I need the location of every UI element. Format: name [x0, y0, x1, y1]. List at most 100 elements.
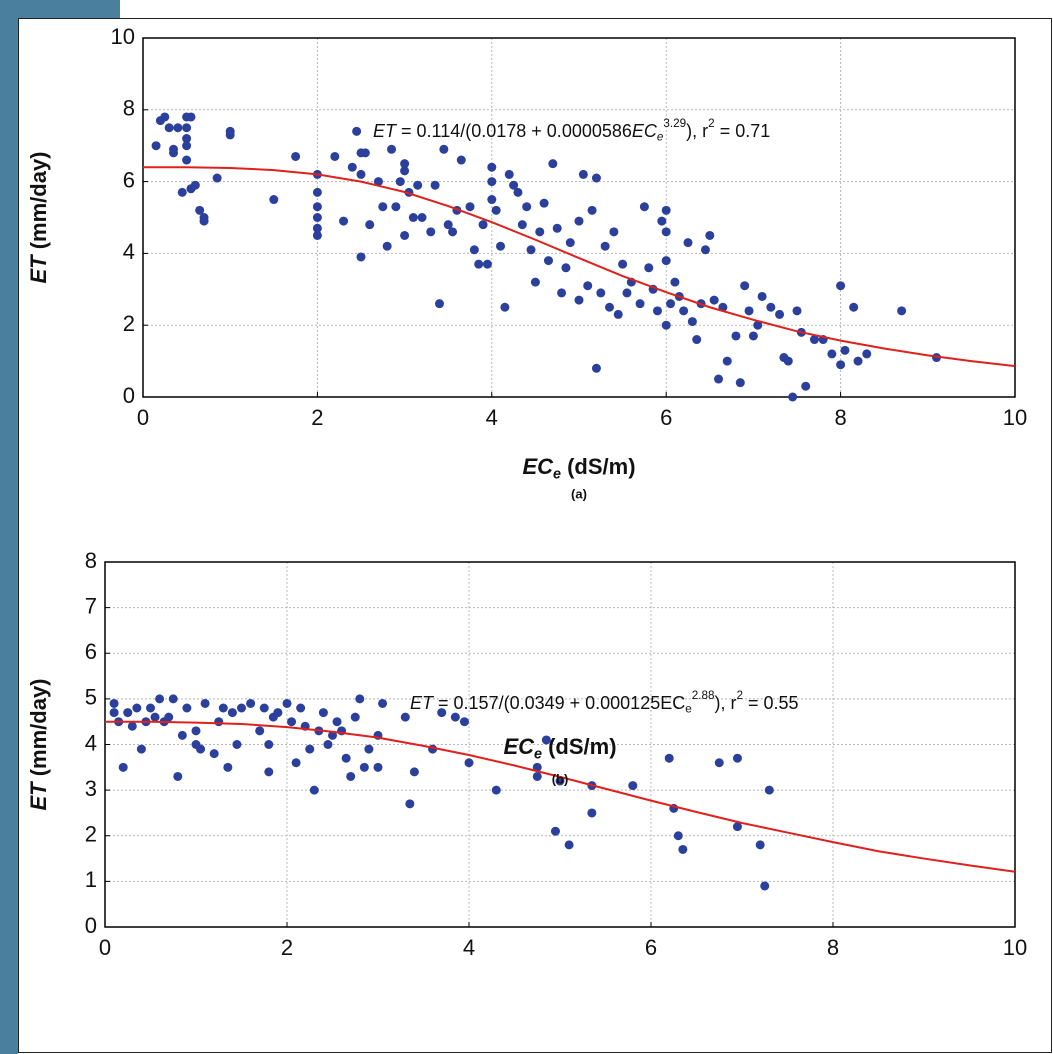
data-point: [557, 288, 567, 298]
data-point: [664, 753, 674, 763]
data-point: [118, 762, 128, 772]
y-tick-label: 4: [85, 730, 97, 755]
data-point: [378, 202, 388, 212]
text-part: 2: [708, 117, 715, 130]
x-tick-label: 0: [99, 935, 111, 960]
data-point: [683, 238, 693, 248]
data-point: [755, 840, 765, 850]
y-tick-label: 0: [123, 383, 135, 408]
data-point: [341, 753, 351, 763]
data-point: [312, 223, 322, 233]
data-point: [764, 785, 774, 795]
data-point: [618, 259, 628, 269]
text-part: 2: [736, 689, 743, 702]
data-point: [491, 205, 501, 215]
data-point: [517, 220, 527, 230]
data-point: [199, 216, 209, 226]
data-point: [291, 151, 301, 161]
data-point: [400, 230, 410, 240]
data-point: [482, 259, 492, 269]
data-point: [426, 227, 436, 237]
data-point: [212, 173, 222, 183]
data-point: [639, 202, 649, 212]
data-point: [448, 227, 458, 237]
data-point: [487, 195, 497, 205]
data-point: [196, 744, 206, 754]
y-tick-label: 8: [123, 96, 135, 121]
data-point: [437, 708, 447, 718]
text-part: (mm/day): [26, 151, 51, 255]
panel: 0 2 4 6 8 10 0 2 4 6 8 10 ET = 0.114/(0.0178 + 0.000…: [26, 24, 1027, 502]
data-point: [609, 227, 619, 237]
data-point: [400, 712, 410, 722]
data-point: [365, 220, 375, 230]
data-point: [678, 844, 688, 854]
data-point: [439, 144, 449, 154]
data-point: [753, 320, 763, 330]
x-axis-label: ECe (dS/m): [503, 734, 616, 763]
data-point: [378, 698, 388, 708]
data-point: [352, 126, 362, 136]
data-point: [548, 159, 558, 169]
data-point: [273, 708, 283, 718]
text-part: ET: [26, 254, 51, 284]
data-point: [339, 216, 349, 226]
data-point: [346, 771, 356, 781]
data-point: [513, 187, 523, 197]
data-point: [775, 309, 785, 319]
data-point: [177, 730, 187, 740]
data-point: [312, 187, 322, 197]
text-part: = 0.55: [743, 693, 799, 713]
data-point: [836, 281, 846, 291]
data-point: [237, 703, 246, 713]
data-point: [464, 758, 474, 768]
data-point: [670, 277, 680, 287]
data-point: [487, 162, 497, 172]
data-point: [356, 252, 366, 262]
data-point: [469, 245, 479, 255]
data-point: [705, 230, 715, 240]
data-point: [223, 762, 233, 772]
data-point: [532, 762, 542, 772]
data-point: [487, 177, 497, 187]
fit-curve: [105, 720, 1016, 873]
data-point: [373, 762, 383, 772]
data-point: [190, 180, 200, 190]
data-point: [246, 698, 256, 708]
data-point: [328, 730, 337, 740]
data-point: [735, 378, 745, 388]
data-point: [652, 306, 662, 316]
x-tick-label: 8: [834, 405, 846, 430]
data-point: [530, 277, 540, 287]
data-point: [760, 881, 770, 891]
annotation: ET = 0.114/(0.0178 + 0.0000586ECe3.29), …: [373, 117, 770, 143]
data-point: [783, 356, 793, 366]
data-point: [264, 740, 274, 749]
data-point: [862, 349, 872, 359]
x-axis-label: ECe (dS/m): [522, 454, 635, 483]
data-point: [282, 698, 292, 708]
data-point: [200, 698, 210, 708]
data-point: [853, 356, 863, 366]
data-point: [409, 767, 419, 777]
x-tick-label: 2: [311, 405, 323, 430]
data-point: [350, 712, 360, 722]
data-point: [722, 356, 732, 366]
data-point: [312, 213, 322, 222]
data-point: [714, 758, 724, 768]
x-tick-label: 10: [1003, 935, 1027, 960]
frame: [18, 18, 1052, 1053]
text-part: (mm/day): [26, 678, 51, 782]
data-point: [359, 762, 369, 772]
x-tick-label: 2: [281, 935, 293, 960]
data-point: [792, 306, 802, 316]
data-point: [474, 259, 484, 269]
x-tick-label: 4: [463, 935, 475, 960]
data-point: [744, 306, 754, 316]
data-point: [801, 381, 811, 391]
data-point: [692, 335, 702, 345]
data-point: [318, 708, 328, 718]
text-part: ET: [410, 693, 435, 713]
data-point: [405, 799, 415, 809]
